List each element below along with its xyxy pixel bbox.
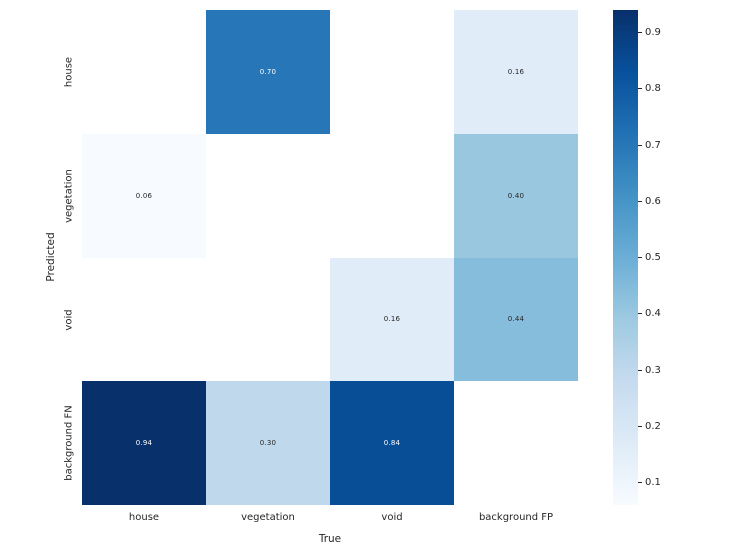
colorbar-tick: 0.9 bbox=[638, 27, 661, 38]
y-tick-label-void: void bbox=[63, 309, 75, 331]
heatmap-cell bbox=[206, 133, 330, 258]
heatmap-grid: 0.70 0.16 0.06 0.40 0.16 0.44 0.94 0.30 … bbox=[82, 10, 578, 505]
colorbar-tick-mark bbox=[638, 369, 642, 371]
heatmap-cell: 0.70 bbox=[206, 10, 330, 134]
heatmap-cell: 0.16 bbox=[454, 10, 578, 134]
colorbar-tick-label: 0.8 bbox=[645, 83, 661, 95]
y-tick-label-background-fn: background FN bbox=[63, 405, 75, 481]
heatmap-cell bbox=[330, 133, 454, 258]
x-tick-label-house: house bbox=[128, 512, 160, 523]
heatmap-cell bbox=[82, 10, 206, 134]
heatmap-cell bbox=[206, 257, 330, 382]
colorbar-tick-label: 0.2 bbox=[645, 420, 661, 432]
y-axis-label: Predicted bbox=[45, 232, 57, 282]
x-tick-label-void: void bbox=[381, 512, 403, 523]
colorbar-tick-mark bbox=[638, 482, 642, 483]
colorbar-tick-mark bbox=[638, 144, 642, 146]
heatmap-cell: 0.40 bbox=[454, 133, 578, 258]
colorbar-tick-mark bbox=[638, 200, 642, 202]
colorbar-tick-label: 0.1 bbox=[645, 477, 661, 488]
colorbar-tick-label: 0.6 bbox=[645, 195, 661, 207]
colorbar-tick: 0.4 bbox=[638, 308, 661, 320]
y-tick-label-house: house bbox=[63, 56, 75, 88]
heatmap-cell: 0.16 bbox=[330, 257, 454, 382]
heatmap-cell: 0.06 bbox=[82, 133, 206, 258]
x-tick-label-background-fp: background FP bbox=[478, 512, 554, 523]
heatmap-cell bbox=[330, 10, 454, 134]
colorbar-tick: 0.8 bbox=[638, 83, 661, 95]
colorbar-tick-mark bbox=[638, 32, 642, 33]
colorbar bbox=[613, 10, 638, 505]
colorbar-tick-mark bbox=[638, 257, 642, 258]
heatmap-cell: 0.84 bbox=[330, 381, 454, 505]
y-tick-label-vegetation: vegetation bbox=[63, 169, 75, 223]
heatmap-cell bbox=[82, 257, 206, 382]
colorbar-tick-label: 0.3 bbox=[645, 364, 661, 376]
colorbar-tick-label: 0.9 bbox=[645, 27, 661, 38]
colorbar-tick: 0.5 bbox=[638, 252, 661, 263]
colorbar-tick: 0.7 bbox=[638, 139, 661, 151]
colorbar-tick: 0.3 bbox=[638, 364, 661, 376]
heatmap-cell: 0.44 bbox=[454, 257, 578, 382]
x-tick-label-vegetation: vegetation bbox=[241, 512, 295, 523]
colorbar-tick-label: 0.4 bbox=[645, 308, 661, 320]
colorbar-tick: 0.1 bbox=[638, 477, 661, 488]
colorbar-tick-mark bbox=[638, 425, 642, 427]
heatmap-cell: 0.30 bbox=[206, 381, 330, 505]
colorbar-tick-mark bbox=[638, 313, 642, 315]
colorbar-tick-mark bbox=[638, 88, 642, 90]
colorbar-tick: 0.2 bbox=[638, 420, 661, 432]
colorbar-tick-label: 0.7 bbox=[645, 139, 661, 151]
heatmap-cell: 0.94 bbox=[82, 381, 206, 505]
x-axis-label: True bbox=[318, 533, 342, 545]
colorbar-tick-label: 0.5 bbox=[645, 252, 661, 263]
heatmap-cell bbox=[454, 381, 578, 505]
colorbar-tick: 0.6 bbox=[638, 195, 661, 207]
